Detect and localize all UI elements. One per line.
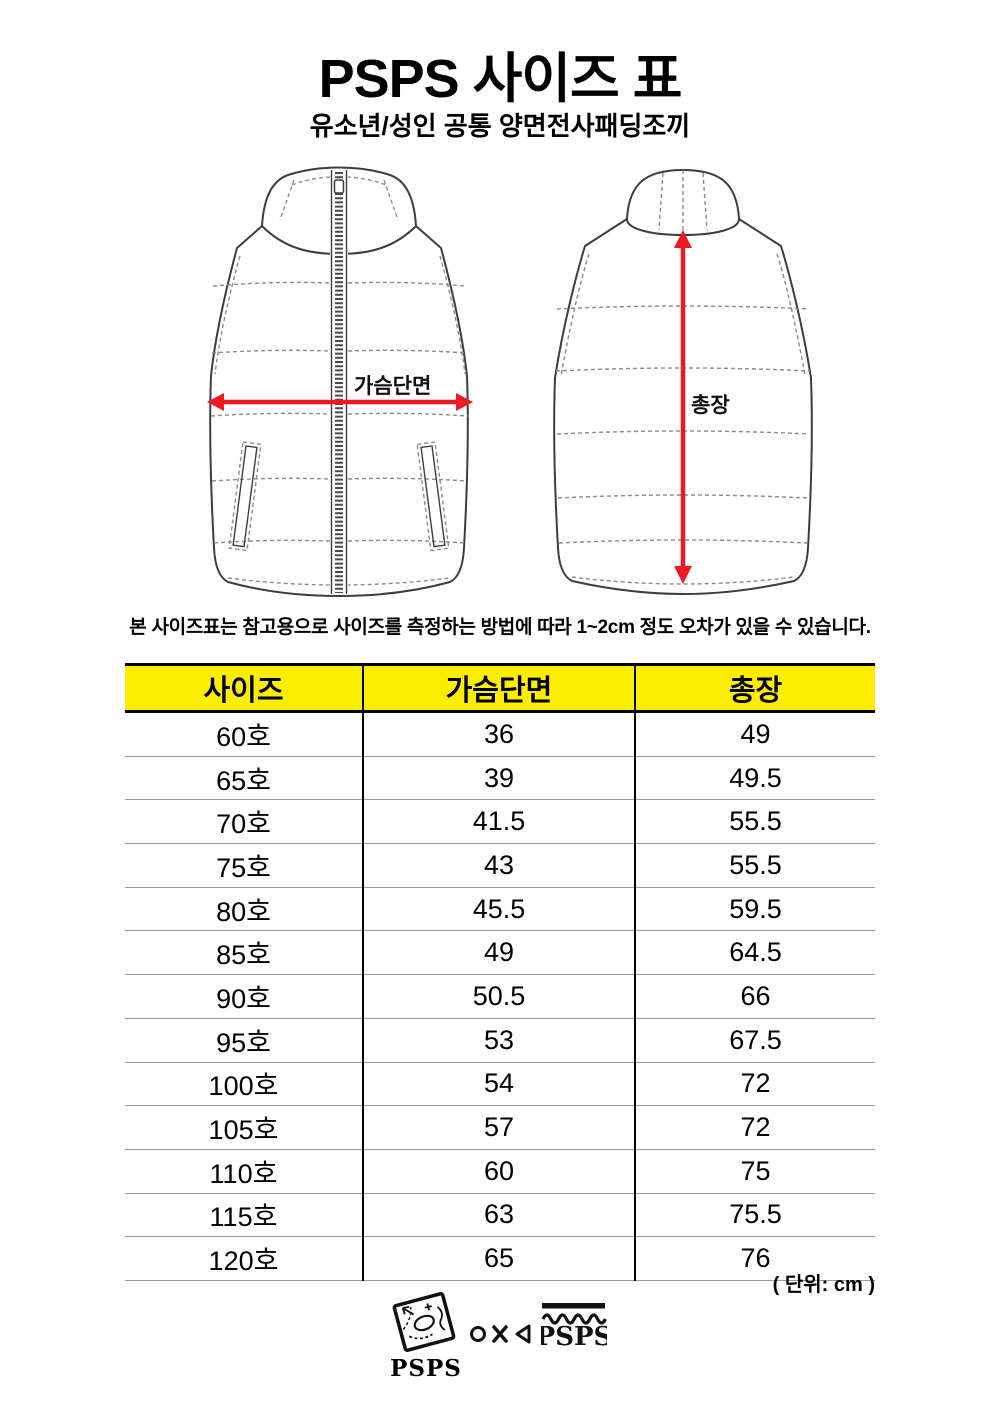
table-cell: 43 <box>363 843 636 888</box>
table-row: 105호 57 72 <box>125 1105 875 1150</box>
table-cell: 80호 <box>125 887 364 932</box>
unit-note: ( 단위: cm ) <box>772 1274 875 1296</box>
zipper <box>330 169 348 595</box>
table-row: 95호 53 67.5 <box>125 1018 875 1063</box>
pocket-left <box>228 441 262 552</box>
table-cell: 67.5 <box>635 1018 875 1063</box>
table-cell: 65호 <box>125 756 364 801</box>
table-cell: 105호 <box>125 1105 364 1150</box>
table-cell: 64.5 <box>635 930 875 976</box>
table-row: 85호 49 64.5 <box>125 930 875 976</box>
table-cell: 60 <box>363 1149 636 1194</box>
table-cell: 75호 <box>125 843 364 888</box>
table-row: 75호 43 55.5 <box>125 843 875 888</box>
table-cell: 65 <box>363 1236 636 1281</box>
table-cell: 120호 <box>125 1236 364 1281</box>
table-row: 110호 60 75 <box>125 1149 875 1194</box>
column-header-chest: 가슴단면 <box>363 663 636 713</box>
table-cell: 50.5 <box>363 974 636 1019</box>
chest-arrow <box>207 393 473 411</box>
table-cell: 95호 <box>125 1018 364 1063</box>
table-cell: 76 <box>635 1236 875 1281</box>
table-cell: 36 <box>363 711 636 757</box>
table-cell: 49 <box>635 711 875 757</box>
table-cell: 60호 <box>125 711 364 757</box>
table-row: 120호 65 76 <box>125 1236 875 1281</box>
table-cell: 49 <box>363 930 636 976</box>
table-header-row: 사이즈 가슴단면 총장 <box>125 663 875 713</box>
table-cell: 85호 <box>125 930 364 976</box>
table-row: 100호 54 72 <box>125 1062 875 1107</box>
table-row: 90호 50.5 66 <box>125 974 875 1019</box>
table-cell: 55.5 <box>635 843 875 888</box>
table-row: 80호 45.5 59.5 <box>125 887 875 932</box>
total-length-label: 총장 <box>691 394 730 417</box>
vest-front-figure: 가슴단면 <box>207 166 473 597</box>
wave-logo-block: PSPS <box>536 1301 612 1356</box>
table-cell: 53 <box>363 1018 636 1063</box>
page-title: PSPS 사이즈 표 <box>318 49 683 109</box>
column-header-size: 사이즈 <box>125 663 364 713</box>
vest-back-figure: 총장 <box>553 169 813 595</box>
stamp-logo-block: PSPS <box>384 1291 468 1382</box>
table-cell: 63 <box>363 1193 636 1238</box>
column-header-length: 총장 <box>635 663 875 713</box>
table-cell: 72 <box>635 1105 875 1150</box>
table-cell: 72 <box>635 1062 875 1107</box>
table-cell: 59.5 <box>635 887 875 932</box>
psps-wave-logo-icon: PSPS <box>536 1303 612 1352</box>
size-table: 사이즈 가슴단면 총장 60호 36 49 65호 39 49.5 70호 41.5 55.5 7… <box>125 663 875 1281</box>
page-subtitle: 유소년/성인 공통 양면전사패딩조끼 <box>309 111 691 141</box>
table-row: 70호 41.5 55.5 <box>125 799 875 845</box>
table-cell: 54 <box>363 1062 636 1107</box>
table-cell: 90호 <box>125 974 364 1019</box>
table-cell: 115호 <box>125 1193 364 1238</box>
table-cell: 39 <box>363 756 636 801</box>
table-cell: 49.5 <box>635 756 875 801</box>
table-row: 65호 39 49.5 <box>125 756 875 801</box>
table-cell: 70호 <box>125 799 364 845</box>
table-cell: 100호 <box>125 1062 364 1107</box>
note-text: 본 사이즈표는 참고용으로 사이즈를 측정하는 방법에 따라 1~2cm 정도 … <box>129 617 871 638</box>
stamp-psps-label: PSPS <box>390 1355 462 1382</box>
chest-width-label: 가슴단면 <box>354 375 431 398</box>
table-cell: 41.5 <box>363 799 636 845</box>
table-row: 115호 63 75.5 <box>125 1193 875 1238</box>
table-cell: 75.5 <box>635 1193 875 1238</box>
table-cell: 75 <box>635 1149 875 1194</box>
psps-stamp-icon <box>392 1292 456 1352</box>
table-cell: 55.5 <box>635 799 875 845</box>
table-row: 60호 36 49 <box>125 711 875 757</box>
wave-psps-label: PSPS <box>541 1322 607 1351</box>
length-arrow <box>674 230 692 584</box>
table-cell: 45.5 <box>363 887 636 932</box>
circle-x-triangle-icon <box>470 1324 531 1344</box>
size-table-body: 60호 36 49 65호 39 49.5 70호 41.5 55.5 75호 43 55.5 80호 4… <box>125 711 875 1281</box>
table-cell: 66 <box>635 974 875 1019</box>
table-cell: 110호 <box>125 1149 364 1194</box>
table-cell: 57 <box>363 1105 636 1150</box>
pocket-right <box>416 441 450 552</box>
